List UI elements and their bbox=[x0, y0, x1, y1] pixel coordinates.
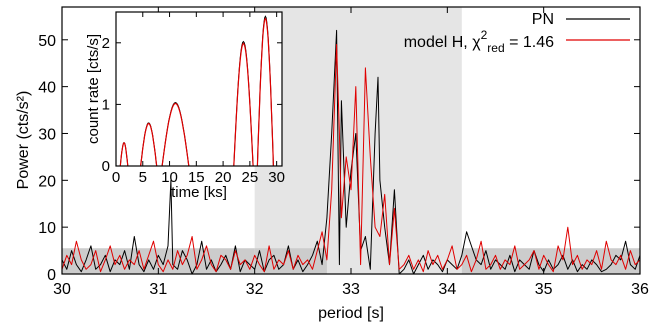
inset-x-tick-label: 20 bbox=[215, 169, 232, 186]
inset-model-segment-1 bbox=[140, 122, 158, 167]
legend-label-pn: PN bbox=[532, 11, 554, 28]
inset-x-tick-label: 15 bbox=[188, 169, 205, 186]
y-tick-label: 50 bbox=[38, 33, 56, 50]
shaded-regions bbox=[62, 7, 640, 274]
inset-background bbox=[116, 12, 282, 166]
x-tick-label: 32 bbox=[246, 281, 264, 298]
shaded-region-2 bbox=[461, 248, 640, 274]
y-tick-label: 30 bbox=[38, 126, 56, 143]
inset-model-segment-0 bbox=[119, 142, 129, 167]
y-tick-label: 20 bbox=[38, 173, 56, 190]
inset-y-axis-label: count rate [cts/s] bbox=[85, 34, 102, 144]
inset-y-tick-label: 1 bbox=[102, 96, 110, 113]
inset-x-tick-label: 25 bbox=[242, 169, 259, 186]
main-series-lines bbox=[61, 29, 641, 275]
inset-y-tick-label: 0 bbox=[102, 158, 110, 175]
x-tick-label: 35 bbox=[535, 281, 553, 298]
x-axis-label: period [s] bbox=[318, 305, 384, 322]
inset-frame bbox=[115, 11, 283, 167]
inset-model-segment-2 bbox=[161, 102, 190, 167]
y-tick-label: 0 bbox=[47, 267, 56, 284]
y-tick-label: 40 bbox=[38, 80, 56, 97]
shaded-region-0 bbox=[254, 7, 462, 274]
y-axis-label: Power (cts/s²) bbox=[15, 91, 32, 190]
x-tick-label: 36 bbox=[631, 281, 649, 298]
inset-x-axis-label: time [ks] bbox=[171, 184, 227, 201]
y-tick-label: 10 bbox=[38, 220, 56, 237]
series-line-0 bbox=[61, 29, 641, 275]
x-tick-label: 31 bbox=[149, 281, 167, 298]
inset-x-tick-label: 30 bbox=[268, 169, 285, 186]
x-tick-label: 34 bbox=[438, 281, 456, 298]
inset-x-tick-label: 0 bbox=[112, 169, 120, 186]
inset-x-tick-label: 10 bbox=[161, 169, 178, 186]
inset-model-segment-4 bbox=[256, 17, 274, 167]
x-tick-label: 30 bbox=[53, 281, 71, 298]
inset-x-tick-label: 5 bbox=[139, 169, 147, 186]
inset-y-tick-label: 2 bbox=[102, 35, 110, 52]
series-line-1 bbox=[61, 44, 641, 273]
legend-label-model: model H, χ2red = 1.46 bbox=[404, 28, 554, 55]
inset-chart: 0 5 10 15 20 25 30 0 1 2 time [ks] count rate [cts/… bbox=[85, 11, 285, 201]
inset-model-segment-3 bbox=[233, 42, 254, 167]
x-tick-label: 33 bbox=[342, 281, 360, 298]
